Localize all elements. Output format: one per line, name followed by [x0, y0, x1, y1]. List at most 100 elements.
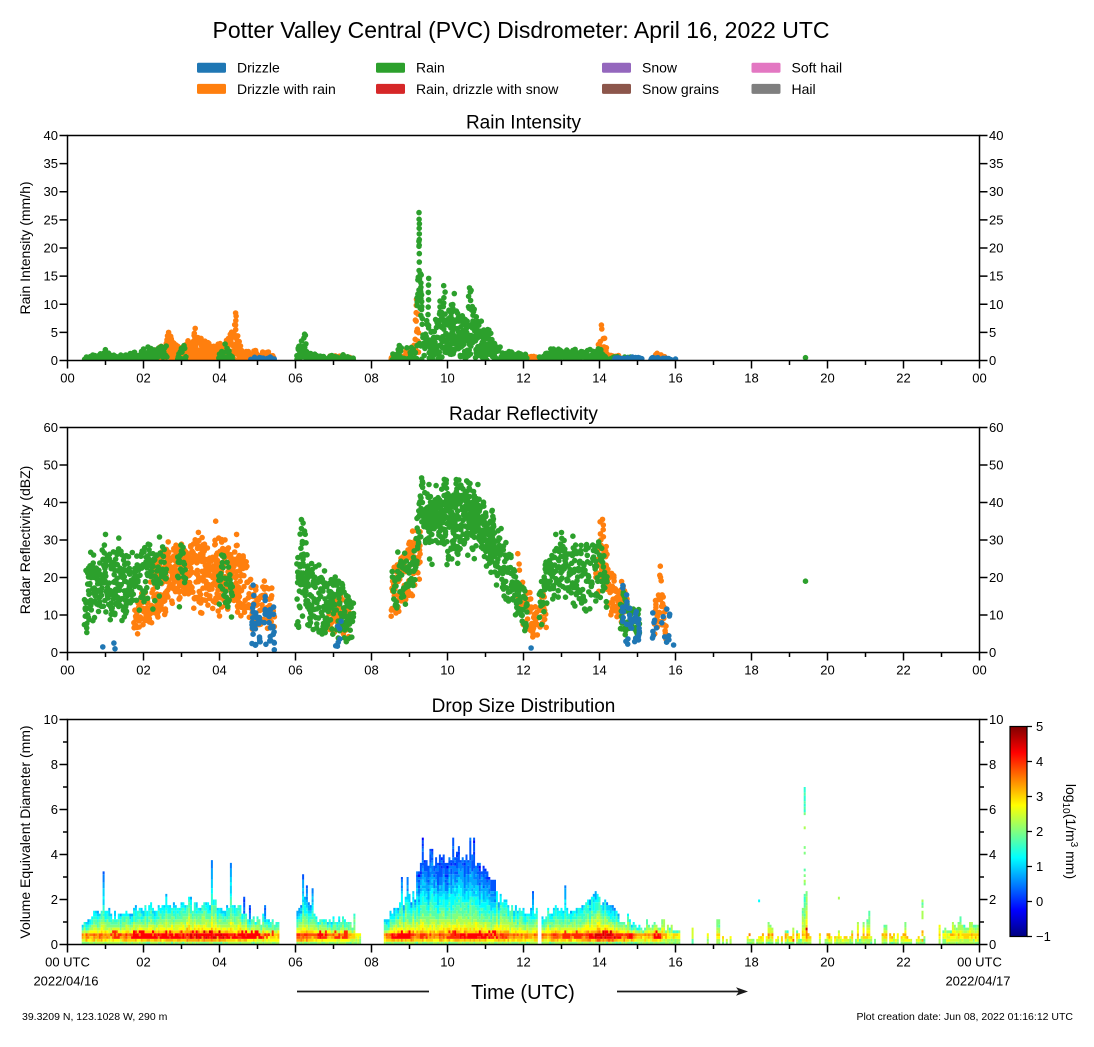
- svg-text:2: 2: [1036, 824, 1043, 839]
- svg-text:06: 06: [288, 663, 302, 678]
- svg-text:06: 06: [288, 955, 302, 970]
- svg-text:18: 18: [744, 371, 758, 386]
- svg-text:00: 00: [60, 663, 74, 678]
- svg-text:Rain: Rain: [416, 60, 445, 76]
- svg-text:30: 30: [44, 184, 58, 199]
- svg-text:Soft hail: Soft hail: [792, 60, 843, 76]
- svg-text:10: 10: [989, 712, 1003, 727]
- svg-text:6: 6: [989, 802, 996, 817]
- svg-text:16: 16: [668, 371, 682, 386]
- svg-text:10: 10: [44, 712, 58, 727]
- svg-text:2: 2: [989, 892, 996, 907]
- svg-text:20: 20: [989, 570, 1003, 585]
- svg-text:12: 12: [516, 955, 530, 970]
- svg-text:16: 16: [668, 955, 682, 970]
- svg-text:0: 0: [51, 645, 58, 660]
- svg-text:04: 04: [212, 371, 226, 386]
- svg-text:00: 00: [972, 371, 986, 386]
- svg-text:08: 08: [364, 955, 378, 970]
- svg-text:Drop Size Distribution: Drop Size Distribution: [432, 696, 616, 717]
- svg-text:35: 35: [989, 156, 1003, 171]
- svg-text:0: 0: [989, 353, 996, 368]
- svg-text:0: 0: [989, 937, 996, 952]
- svg-text:00: 00: [60, 371, 74, 386]
- svg-text:02: 02: [136, 955, 150, 970]
- svg-text:20: 20: [820, 663, 834, 678]
- svg-text:8: 8: [51, 757, 58, 772]
- svg-text:20: 20: [44, 241, 58, 256]
- svg-text:14: 14: [592, 663, 606, 678]
- svg-text:Radar Reflectivity: Radar Reflectivity: [449, 404, 598, 425]
- svg-text:20: 20: [820, 371, 834, 386]
- svg-text:0: 0: [1036, 894, 1043, 909]
- svg-text:60: 60: [989, 420, 1003, 435]
- svg-text:08: 08: [364, 663, 378, 678]
- svg-text:Potter Valley Central (PVC) Di: Potter Valley Central (PVC) Disdrometer:…: [213, 17, 830, 43]
- svg-text:22: 22: [896, 663, 910, 678]
- svg-text:Rain Intensity (mm/h): Rain Intensity (mm/h): [17, 181, 33, 314]
- svg-text:Plot creation date: Jun 08, 20: Plot creation date: Jun 08, 2022 01:16:1…: [856, 1011, 1073, 1023]
- svg-text:Drizzle: Drizzle: [237, 60, 280, 76]
- svg-text:4: 4: [51, 847, 58, 862]
- svg-text:5: 5: [989, 325, 996, 340]
- svg-text:0: 0: [51, 353, 58, 368]
- svg-text:4: 4: [1036, 754, 1043, 769]
- svg-text:4: 4: [989, 847, 996, 862]
- svg-text:12: 12: [516, 663, 530, 678]
- svg-text:10: 10: [989, 297, 1003, 312]
- svg-text:02: 02: [136, 371, 150, 386]
- svg-text:40: 40: [989, 495, 1003, 510]
- svg-text:10: 10: [440, 663, 454, 678]
- svg-text:10: 10: [44, 608, 58, 623]
- svg-text:25: 25: [989, 212, 1003, 227]
- svg-text:10: 10: [440, 371, 454, 386]
- svg-text:14: 14: [592, 371, 606, 386]
- svg-text:30: 30: [44, 533, 58, 548]
- svg-text:Drizzle with rain: Drizzle with rain: [237, 81, 336, 97]
- svg-text:2: 2: [51, 892, 58, 907]
- svg-text:35: 35: [44, 156, 58, 171]
- svg-text:20: 20: [44, 570, 58, 585]
- svg-text:40: 40: [44, 495, 58, 510]
- svg-text:10: 10: [440, 955, 454, 970]
- svg-text:04: 04: [212, 663, 226, 678]
- svg-text:25: 25: [44, 212, 58, 227]
- svg-text:20: 20: [820, 955, 834, 970]
- svg-text:Time (UTC): Time (UTC): [471, 982, 575, 1004]
- svg-text:5: 5: [51, 325, 58, 340]
- svg-text:14: 14: [592, 955, 606, 970]
- svg-text:15: 15: [989, 269, 1003, 284]
- svg-text:Snow grains: Snow grains: [642, 81, 719, 97]
- svg-text:04: 04: [212, 955, 226, 970]
- svg-text:6: 6: [51, 802, 58, 817]
- svg-text:0: 0: [51, 937, 58, 952]
- svg-text:Hail: Hail: [792, 81, 816, 97]
- svg-text:06: 06: [288, 371, 302, 386]
- svg-text:Rain Intensity: Rain Intensity: [466, 113, 582, 134]
- svg-text:0: 0: [989, 645, 996, 660]
- svg-text:Volume Equivalent Diameter (mm: Volume Equivalent Diameter (mm): [17, 725, 33, 938]
- svg-text:30: 30: [989, 184, 1003, 199]
- svg-text:Radar Reflectivity (dBZ): Radar Reflectivity (dBZ): [17, 466, 33, 615]
- svg-text:Snow: Snow: [642, 60, 678, 76]
- svg-text:30: 30: [989, 533, 1003, 548]
- svg-text:16: 16: [668, 663, 682, 678]
- svg-text:8: 8: [989, 757, 996, 772]
- svg-text:15: 15: [44, 269, 58, 284]
- svg-text:20: 20: [989, 241, 1003, 256]
- svg-text:39.3209 N, 123.1028 W, 290 m: 39.3209 N, 123.1028 W, 290 m: [22, 1011, 168, 1023]
- svg-text:08: 08: [364, 371, 378, 386]
- svg-text:18: 18: [744, 663, 758, 678]
- svg-text:3: 3: [1036, 789, 1043, 804]
- svg-text:−1: −1: [1036, 929, 1051, 944]
- svg-text:Rain, drizzle with snow: Rain, drizzle with snow: [416, 81, 559, 97]
- svg-text:2022/04/16: 2022/04/16: [33, 974, 98, 989]
- svg-text:12: 12: [516, 371, 530, 386]
- svg-text:10: 10: [989, 608, 1003, 623]
- svg-text:40: 40: [989, 128, 1003, 143]
- svg-text:22: 22: [896, 371, 910, 386]
- svg-text:02: 02: [136, 663, 150, 678]
- svg-text:22: 22: [896, 955, 910, 970]
- svg-text:18: 18: [744, 955, 758, 970]
- svg-text:2022/04/17: 2022/04/17: [945, 974, 1010, 989]
